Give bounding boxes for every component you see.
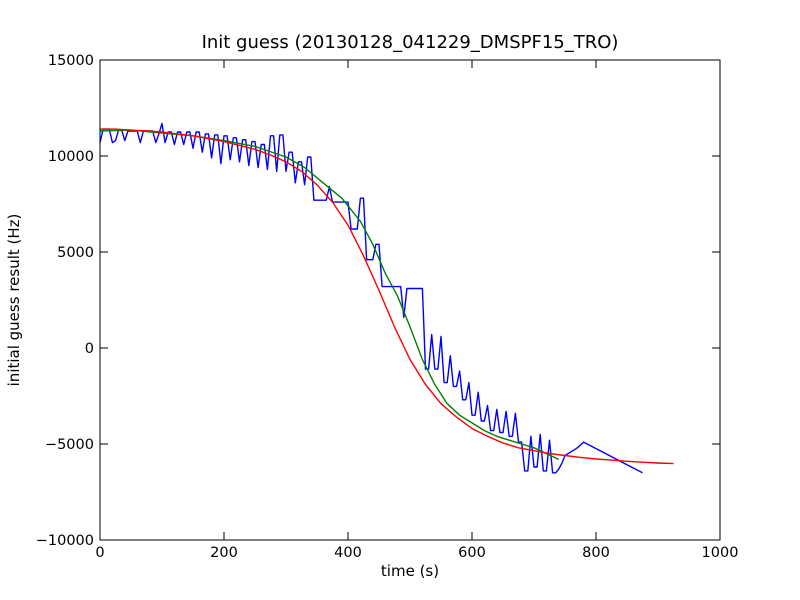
ticks-layer: 0 200 400 600 800 1000 −10000 −5000 0 5000 10000 15… bbox=[36, 53, 739, 561]
plot-frame bbox=[99, 59, 721, 541]
x-tick-label: 400 bbox=[334, 545, 362, 561]
x-tick-label: 200 bbox=[210, 545, 238, 561]
y-tick-label: 5000 bbox=[57, 245, 94, 261]
series-line-1 bbox=[99, 122, 643, 474]
x-tick-label: 800 bbox=[582, 545, 610, 561]
y-tick-label: 15000 bbox=[48, 53, 94, 69]
y-tick-label: 10000 bbox=[48, 149, 94, 165]
y-tick-label: −10000 bbox=[36, 533, 94, 549]
series-line-2 bbox=[99, 129, 560, 461]
y-axis-label: initial guess result (Hz) bbox=[5, 214, 23, 387]
x-tick-label: 0 bbox=[95, 545, 104, 561]
y-tick-label: −5000 bbox=[45, 437, 94, 453]
x-tick-label: 600 bbox=[458, 545, 486, 561]
x-axis-label: time (s) bbox=[381, 562, 439, 580]
x-tick-label: 1000 bbox=[702, 545, 739, 561]
series-layer bbox=[99, 122, 674, 474]
chart-title: Init guess (20130128_041229_DMSPF15_TRO) bbox=[202, 32, 619, 53]
y-tick-label: 0 bbox=[85, 341, 94, 357]
series-line-3 bbox=[100, 128, 674, 465]
